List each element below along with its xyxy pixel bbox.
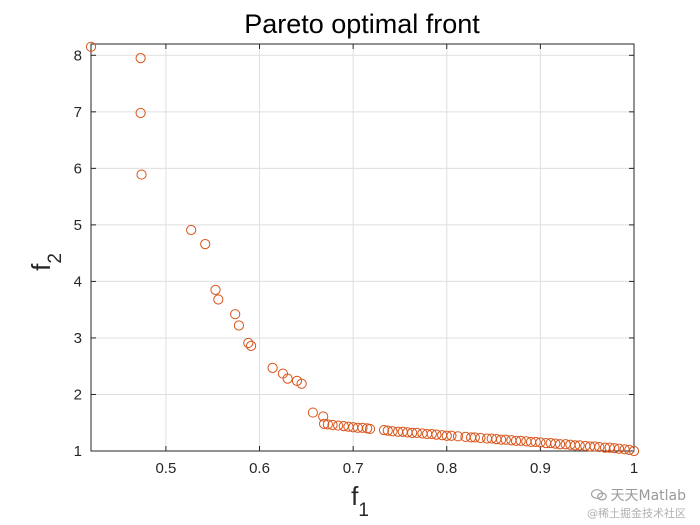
data-point <box>550 438 561 449</box>
data-point <box>233 320 245 331</box>
data-point <box>333 420 344 431</box>
data-point <box>186 224 197 236</box>
data-point <box>135 107 146 119</box>
data-point <box>319 418 330 429</box>
y-tick-label: 4 <box>74 273 82 290</box>
grid-lines <box>91 44 634 451</box>
data-point <box>85 41 97 52</box>
x-tick-label: 0.8 <box>436 460 457 477</box>
data-point <box>382 425 393 436</box>
watermark-line2: @稀土掘金技术社区 <box>587 507 686 520</box>
data-point <box>200 239 211 250</box>
axis-ticks: 0.5 0.6 0.7 0.8 0.9 1 1 2 3 4 5 6 7 8 <box>74 44 638 477</box>
data-point <box>446 430 457 441</box>
chart-title: Pareto optimal front <box>244 9 480 39</box>
y-tick-label: 7 <box>74 104 82 121</box>
data-point <box>530 436 541 448</box>
x-tick-label: 1 <box>630 460 638 477</box>
y-tick-label: 5 <box>74 217 82 234</box>
data-point <box>407 427 418 439</box>
data-point <box>307 407 318 418</box>
x-tick-label: 0.7 <box>343 460 364 477</box>
data-point <box>569 440 581 451</box>
data-point <box>535 437 546 448</box>
data-point <box>510 435 522 446</box>
y-axis-label: f2 <box>26 253 66 271</box>
data-point <box>322 419 333 430</box>
watermark-text-1: 天天Matlab <box>610 488 686 504</box>
data-point <box>213 294 224 305</box>
data-point <box>452 431 464 442</box>
data-point <box>135 53 146 64</box>
x-tick-label: 0.5 <box>155 460 176 477</box>
data-point <box>515 435 526 446</box>
data-point <box>282 373 293 384</box>
wechat-icon <box>591 489 608 501</box>
data-point <box>230 309 241 320</box>
y-axis-label-main: f <box>26 263 56 271</box>
data-point <box>327 419 338 431</box>
data-point <box>609 443 620 454</box>
data-point <box>495 434 507 445</box>
plot-area-frame <box>90 43 635 452</box>
data-point <box>245 340 257 351</box>
data-point <box>267 362 278 374</box>
x-axis-label: f1 <box>351 481 369 521</box>
data-point <box>613 443 625 454</box>
x-axis-label-subscript: 1 <box>358 500 369 521</box>
y-axis-label-subscript: 2 <box>45 253 66 264</box>
data-point <box>378 424 390 436</box>
data-point <box>500 434 511 445</box>
y-tick-label: 8 <box>74 47 82 64</box>
data-point <box>296 378 307 389</box>
data-point <box>387 426 398 437</box>
data-point <box>441 430 452 441</box>
data-point <box>469 432 480 443</box>
data-point <box>243 337 254 349</box>
y-tick-label: 2 <box>74 386 82 403</box>
data-point <box>589 441 600 452</box>
y-tick-label: 6 <box>74 160 82 177</box>
x-tick-label: 0.6 <box>249 460 270 477</box>
data-point <box>624 444 635 455</box>
data-point <box>426 428 437 440</box>
data-point <box>210 284 221 295</box>
y-tick-label: 3 <box>74 330 82 347</box>
watermark-line1: 天天Matlab <box>587 485 686 505</box>
data-points <box>85 41 640 457</box>
data-point <box>554 439 566 450</box>
data-point <box>628 445 640 457</box>
x-axis-label-main: f <box>351 481 359 511</box>
data-point <box>475 432 486 444</box>
data-point <box>594 441 605 453</box>
data-point <box>411 427 422 439</box>
data-point <box>574 440 585 451</box>
data-point <box>136 169 147 180</box>
data-point <box>364 423 376 435</box>
data-point <box>431 429 442 440</box>
y-tick-label: 1 <box>74 443 82 460</box>
data-point <box>318 411 329 422</box>
x-tick-label: 0.9 <box>530 460 551 477</box>
watermark: 天天Matlab @稀土掘金技术社区 <box>587 485 686 521</box>
data-point <box>357 422 368 433</box>
